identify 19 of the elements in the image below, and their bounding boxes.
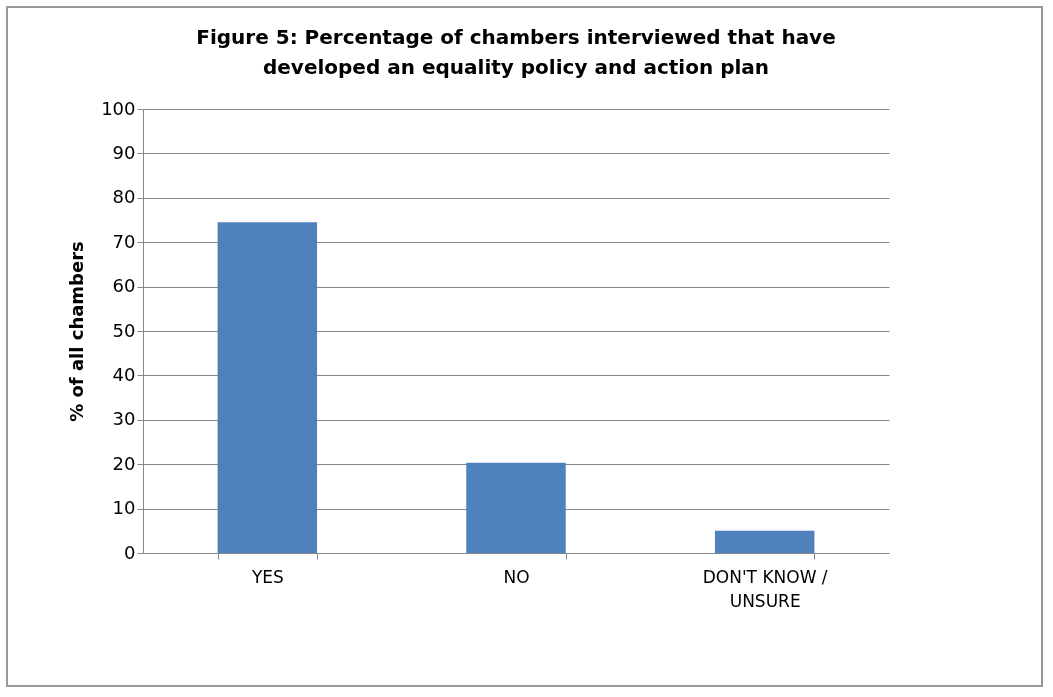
x-tick-label: NO <box>503 566 530 587</box>
y-tick-label: 60 <box>112 275 136 297</box>
bar <box>217 222 318 553</box>
y-tick-label: 0 <box>124 541 136 563</box>
y-tick-label: 80 <box>112 186 136 208</box>
y-tick-label: 10 <box>112 497 136 519</box>
bar <box>466 462 566 553</box>
y-tick-label: 70 <box>112 230 136 252</box>
y-tick-label: 100 <box>101 97 136 119</box>
chart-title: Figure 5: Percentage of chambers interviewed that have developed an equality policy and action plan <box>196 25 836 79</box>
y-tick-label: 90 <box>112 141 136 163</box>
y-tick-label: 30 <box>112 408 136 430</box>
y-tick-label: 40 <box>112 363 136 385</box>
y-axis-title: % of all chambers <box>66 241 88 422</box>
bar <box>714 530 815 553</box>
y-tick-label: 50 <box>112 319 136 341</box>
y-tick-label: 20 <box>112 452 136 474</box>
x-tick-label: YES <box>250 566 284 587</box>
x-tick-label: DON'T KNOW / UNSURE <box>702 566 828 611</box>
